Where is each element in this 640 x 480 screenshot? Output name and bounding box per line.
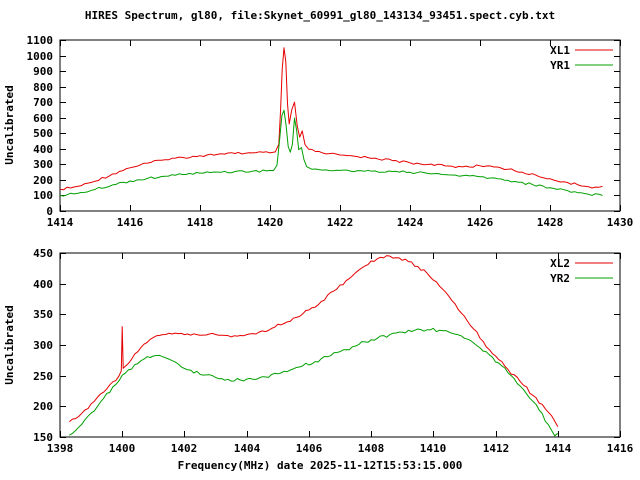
series-XL1-line (60, 47, 603, 191)
y-tick-label: 150 (33, 431, 53, 444)
y-tick-label: 400 (33, 278, 53, 291)
y-tick-label: 1000 (27, 50, 54, 63)
y-tick-label: 300 (33, 339, 53, 352)
y-tick-label: 800 (33, 81, 53, 94)
y-tick-label: 400 (33, 143, 53, 156)
x-axis-label: Frequency(MHz) date 2025-11-12T15:53:15.… (177, 459, 463, 472)
series-YR2-line (69, 327, 559, 437)
y-tick-label: 350 (33, 308, 53, 321)
y-tick-label: 100 (33, 189, 53, 202)
x-tick-label: 1426 (467, 216, 494, 229)
x-tick-label: 1408 (358, 442, 385, 455)
legend-label-XL2: XL2 (550, 257, 570, 270)
x-tick-label: 1418 (187, 216, 214, 229)
x-tick-label: 1424 (397, 216, 424, 229)
y-tick-label: 500 (33, 127, 53, 140)
x-tick-label: 1412 (483, 442, 510, 455)
x-tick-label: 1410 (420, 442, 447, 455)
x-tick-label: 1420 (257, 216, 284, 229)
plot-border (59, 252, 621, 438)
y-tick-label: 200 (33, 400, 53, 413)
axis-ticks (60, 40, 621, 212)
plot-border (59, 39, 621, 212)
y-tick-label: 450 (33, 247, 53, 260)
x-tick-label: 1414 (545, 442, 572, 455)
legend-label-YR1: YR1 (550, 59, 570, 72)
x-tick-label: 1416 (607, 442, 634, 455)
x-tick-label: 1400 (109, 442, 136, 455)
bottom-spectrum-chart: 1398 1400 1402 1404 1406 1408 1410 1412 1414 1416… (33, 247, 634, 455)
y-tick-label: 250 (33, 370, 53, 383)
axis-ticks (60, 253, 621, 438)
y-tick-label: 1100 (27, 34, 54, 47)
x-tick-label: 1398 (47, 442, 74, 455)
y-tick-label: 900 (33, 65, 53, 78)
legend-label-YR2: YR2 (550, 272, 570, 285)
x-tick-label: 1404 (234, 442, 261, 455)
y-tick-label: 300 (33, 158, 53, 171)
x-tick-label: 1414 (47, 216, 74, 229)
x-tick-label: 1416 (117, 216, 144, 229)
legend-label-XL1: XL1 (550, 44, 570, 57)
x-tick-label: 1402 (171, 442, 198, 455)
x-tick-label: 1428 (537, 216, 564, 229)
y-tick-label: 700 (33, 96, 53, 109)
x-tick-label: 1430 (607, 216, 634, 229)
y-tick-label: 600 (33, 112, 53, 125)
series-YR1-line (60, 109, 603, 197)
x-tick-label: 1422 (327, 216, 354, 229)
x-tick-label: 1406 (296, 442, 323, 455)
chart-title: HIRES Spectrum, gl80, file:Skynet_60991_… (84, 9, 556, 22)
top-spectrum-chart: 1414 1416 1418 1420 1422 1424 1426 1428 1430 0 100… (27, 34, 634, 229)
series-XL2-line (68, 255, 559, 427)
y-tick-label: 0 (46, 205, 53, 218)
y-tick-label: 200 (33, 174, 53, 187)
